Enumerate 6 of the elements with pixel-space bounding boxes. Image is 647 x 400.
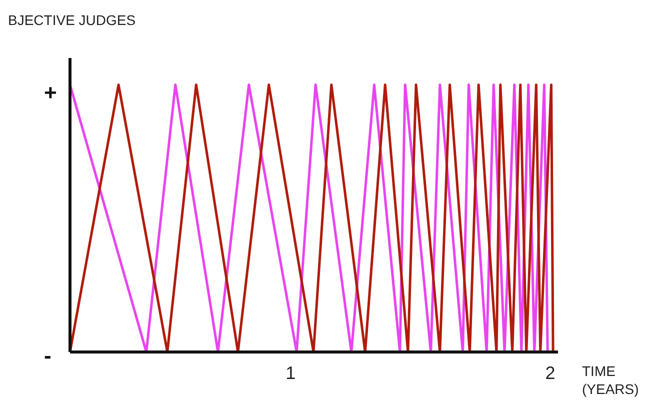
- x-axis-title: TIME (YEARS): [582, 362, 639, 398]
- x-tick-label: 1: [286, 362, 296, 383]
- text: +: [44, 80, 57, 106]
- text: -: [44, 343, 52, 369]
- x-tick-label: 2: [545, 362, 556, 383]
- chart-title: BJECTIVE JUDGES: [8, 12, 136, 28]
